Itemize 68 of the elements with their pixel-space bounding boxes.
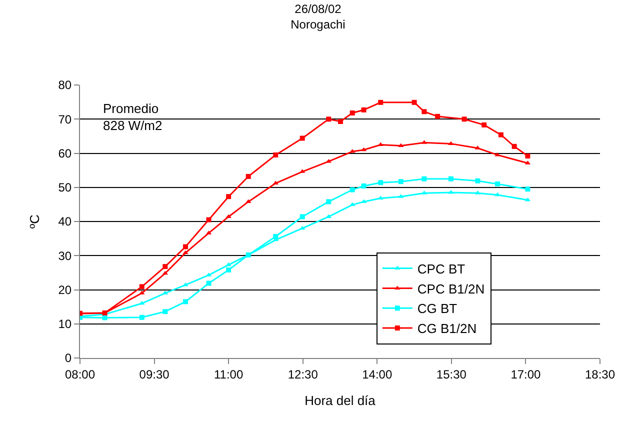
y-tick-label: 20 — [58, 282, 72, 297]
annotation: Promedio 828 W/m2 — [103, 101, 162, 133]
point — [139, 314, 144, 320]
point — [361, 107, 366, 112]
point — [273, 152, 278, 158]
x-tick-label: 18:30 — [584, 367, 616, 382]
legend-label: CPC BT — [417, 261, 466, 276]
point — [422, 109, 427, 114]
y-tick-label: 40 — [58, 214, 72, 229]
point — [139, 284, 144, 290]
y-axis-title: ºC — [27, 214, 42, 229]
point — [378, 180, 384, 186]
point — [226, 262, 232, 266]
point — [494, 181, 500, 186]
point — [475, 178, 480, 184]
point — [182, 250, 188, 254]
point — [422, 176, 427, 182]
point — [326, 199, 332, 204]
point — [182, 244, 188, 250]
point — [448, 176, 454, 182]
point — [139, 300, 145, 305]
point — [338, 119, 343, 124]
legend-label: CG BT — [417, 301, 458, 316]
x-tick-label: 11:00 — [214, 367, 244, 382]
point — [326, 116, 332, 122]
point — [361, 184, 366, 189]
legend-label: CG B1/2N — [417, 321, 477, 336]
point — [206, 280, 212, 286]
y-tick-label: 60 — [58, 146, 72, 160]
point — [246, 174, 251, 179]
y-tick-label: 80 — [58, 78, 72, 92]
chart-title: 26/08/02 Norogachi — [290, 2, 346, 32]
point — [525, 153, 530, 158]
point — [162, 309, 168, 314]
y-tick-label: 0 — [64, 351, 72, 366]
x-tick-label: 17:00 — [510, 367, 542, 382]
legend-label: CPC B1/2N — [417, 281, 485, 296]
x-tick-label: 15:30 — [436, 367, 467, 382]
point — [102, 315, 108, 320]
x-tick-label: 14:00 — [362, 367, 392, 382]
point — [494, 192, 500, 196]
point — [398, 179, 404, 184]
x-axis-title: Hora del día — [304, 393, 376, 408]
point — [378, 100, 384, 105]
x-tick-label: 12:30 — [288, 367, 318, 382]
point — [350, 110, 355, 116]
point — [226, 267, 232, 272]
point — [206, 217, 212, 222]
point — [498, 132, 504, 138]
x-tick-label: 09:30 — [139, 367, 170, 382]
point — [273, 234, 278, 240]
y-tick-label: 30 — [58, 248, 72, 263]
point — [182, 299, 188, 304]
point — [462, 116, 467, 122]
y-tick-label: 10 — [58, 317, 72, 332]
point — [226, 194, 232, 200]
point — [412, 100, 417, 105]
point — [300, 214, 305, 220]
point — [482, 122, 487, 128]
point — [435, 114, 440, 119]
point — [162, 264, 168, 270]
point — [512, 144, 517, 149]
x-tick-label: 08:00 — [64, 367, 96, 382]
point — [350, 187, 355, 192]
point — [300, 136, 305, 141]
point — [525, 186, 530, 192]
y-tick-label: 50 — [58, 180, 72, 195]
y-tick-label: 70 — [58, 112, 72, 126]
